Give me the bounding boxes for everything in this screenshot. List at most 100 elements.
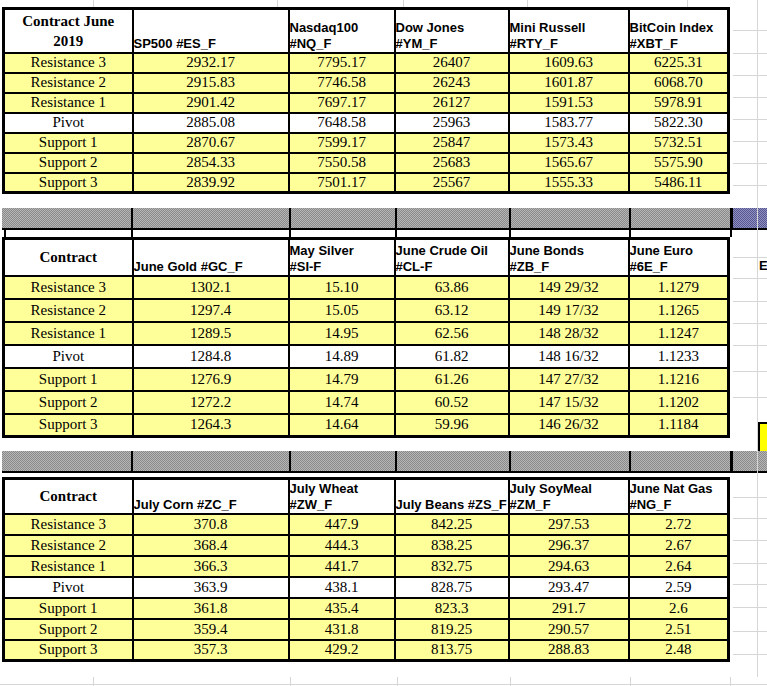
row-label-cell[interactable]: Resistance 2 [4, 299, 133, 322]
row-label-cell[interactable]: Support 2 [4, 619, 133, 640]
column-header[interactable]: July Wheat #ZW_F [289, 479, 395, 514]
section-corner-header[interactable]: Contract June 2019 [4, 9, 133, 53]
value-cell[interactable]: 2.67 [629, 535, 729, 556]
value-cell[interactable]: 1555.33 [509, 173, 629, 193]
value-cell[interactable]: 293.47 [509, 577, 629, 598]
value-cell[interactable]: 1276.9 [133, 368, 289, 391]
value-cell[interactable]: 6225.31 [629, 53, 729, 73]
value-cell[interactable]: 361.8 [133, 598, 289, 619]
row-label-cell[interactable]: Support 2 [4, 153, 133, 173]
value-cell[interactable]: 1.1202 [629, 391, 729, 414]
value-cell[interactable]: 296.37 [509, 535, 629, 556]
value-cell[interactable]: 5978.91 [629, 93, 729, 113]
highlight-cell-sliver[interactable] [757, 422, 767, 451]
column-header[interactable]: June Nat Gas #NG_F [629, 479, 729, 514]
value-cell[interactable]: 146 26/32 [509, 414, 629, 437]
value-cell[interactable]: 7697.17 [289, 93, 395, 113]
row-label-cell[interactable]: Resistance 3 [4, 53, 133, 73]
value-cell[interactable]: 441.7 [289, 556, 395, 577]
value-cell[interactable]: 2901.42 [133, 93, 289, 113]
value-cell[interactable]: 1.1216 [629, 368, 729, 391]
value-cell[interactable]: 63.86 [395, 276, 509, 299]
value-cell[interactable]: 813.75 [395, 640, 509, 661]
column-header[interactable]: June Gold #GC_F [133, 239, 289, 276]
value-cell[interactable]: 1.1184 [629, 414, 729, 437]
value-cell[interactable]: 291.7 [509, 598, 629, 619]
row-label-cell[interactable]: Resistance 1 [4, 322, 133, 345]
value-cell[interactable]: 63.12 [395, 299, 509, 322]
value-cell[interactable]: 297.53 [509, 514, 629, 535]
value-cell[interactable]: 2.72 [629, 514, 729, 535]
value-cell[interactable]: 2.64 [629, 556, 729, 577]
value-cell[interactable]: 7599.17 [289, 133, 395, 153]
value-cell[interactable]: 149 29/32 [509, 276, 629, 299]
value-cell[interactable]: 5486.11 [629, 173, 729, 193]
row-label-cell[interactable]: Resistance 3 [4, 514, 133, 535]
value-cell[interactable]: 1609.63 [509, 53, 629, 73]
row-label-cell[interactable]: Support 1 [4, 133, 133, 153]
value-cell[interactable]: 447.9 [289, 514, 395, 535]
value-cell[interactable]: 2.48 [629, 640, 729, 661]
column-header[interactable]: Nasdaq100 #NQ_F [289, 9, 395, 53]
row-label-cell[interactable]: Resistance 2 [4, 73, 133, 93]
value-cell[interactable]: 842.25 [395, 514, 509, 535]
section-corner-header[interactable]: Contract [4, 479, 133, 514]
value-cell[interactable]: 2885.08 [133, 113, 289, 133]
value-cell[interactable]: 1565.67 [509, 153, 629, 173]
value-cell[interactable]: 25567 [395, 173, 509, 193]
value-cell[interactable]: 1591.53 [509, 93, 629, 113]
value-cell[interactable]: 368.4 [133, 535, 289, 556]
value-cell[interactable]: 7501.17 [289, 173, 395, 193]
value-cell[interactable]: 288.83 [509, 640, 629, 661]
value-cell[interactable]: 828.75 [395, 577, 509, 598]
value-cell[interactable]: 5732.51 [629, 133, 729, 153]
value-cell[interactable]: 1.1247 [629, 322, 729, 345]
value-cell[interactable]: 61.26 [395, 368, 509, 391]
column-header[interactable]: July Corn #ZC_F [133, 479, 289, 514]
value-cell[interactable]: 6068.70 [629, 73, 729, 93]
value-cell[interactable]: 2.59 [629, 577, 729, 598]
value-cell[interactable]: 25963 [395, 113, 509, 133]
value-cell[interactable]: 59.96 [395, 414, 509, 437]
row-label-cell[interactable]: Resistance 2 [4, 535, 133, 556]
value-cell[interactable]: 435.4 [289, 598, 395, 619]
row-label-cell[interactable]: Resistance 3 [4, 276, 133, 299]
value-cell[interactable]: 7795.17 [289, 53, 395, 73]
value-cell[interactable]: 438.1 [289, 577, 395, 598]
value-cell[interactable]: 147 27/32 [509, 368, 629, 391]
value-cell[interactable]: 2.6 [629, 598, 729, 619]
value-cell[interactable]: 2.51 [629, 619, 729, 640]
value-cell[interactable]: 7648.58 [289, 113, 395, 133]
value-cell[interactable]: 819.25 [395, 619, 509, 640]
value-cell[interactable]: 2839.92 [133, 173, 289, 193]
column-header[interactable]: July Beans #ZS_F [395, 479, 509, 514]
row-label-cell[interactable]: Support 3 [4, 414, 133, 437]
value-cell[interactable]: 429.2 [289, 640, 395, 661]
value-cell[interactable]: 148 28/32 [509, 322, 629, 345]
value-cell[interactable]: 1573.43 [509, 133, 629, 153]
value-cell[interactable]: 14.74 [289, 391, 395, 414]
value-cell[interactable]: 444.3 [289, 535, 395, 556]
column-header[interactable]: June Bonds #ZB_F [509, 239, 629, 276]
value-cell[interactable]: 62.56 [395, 322, 509, 345]
value-cell[interactable]: 2870.67 [133, 133, 289, 153]
value-cell[interactable]: 2932.17 [133, 53, 289, 73]
row-label-cell[interactable]: Resistance 1 [4, 556, 133, 577]
value-cell[interactable]: 14.64 [289, 414, 395, 437]
value-cell[interactable]: 2915.83 [133, 73, 289, 93]
column-header[interactable]: Mini Russell #RTY_F [509, 9, 629, 53]
value-cell[interactable]: 5575.90 [629, 153, 729, 173]
value-cell[interactable]: 370.8 [133, 514, 289, 535]
value-cell[interactable]: 1264.3 [133, 414, 289, 437]
value-cell[interactable]: 15.10 [289, 276, 395, 299]
value-cell[interactable]: 148 16/32 [509, 345, 629, 368]
row-label-cell[interactable]: Pivot [4, 577, 133, 598]
row-label-cell[interactable]: Pivot [4, 113, 133, 133]
row-label-cell[interactable]: Support 2 [4, 391, 133, 414]
column-header[interactable]: June Crude Oil #CL-F [395, 239, 509, 276]
column-header[interactable]: May Silver #SI-F [289, 239, 395, 276]
value-cell[interactable]: 1583.77 [509, 113, 629, 133]
value-cell[interactable]: 26127 [395, 93, 509, 113]
value-cell[interactable]: 1.1233 [629, 345, 729, 368]
value-cell[interactable]: 26407 [395, 53, 509, 73]
